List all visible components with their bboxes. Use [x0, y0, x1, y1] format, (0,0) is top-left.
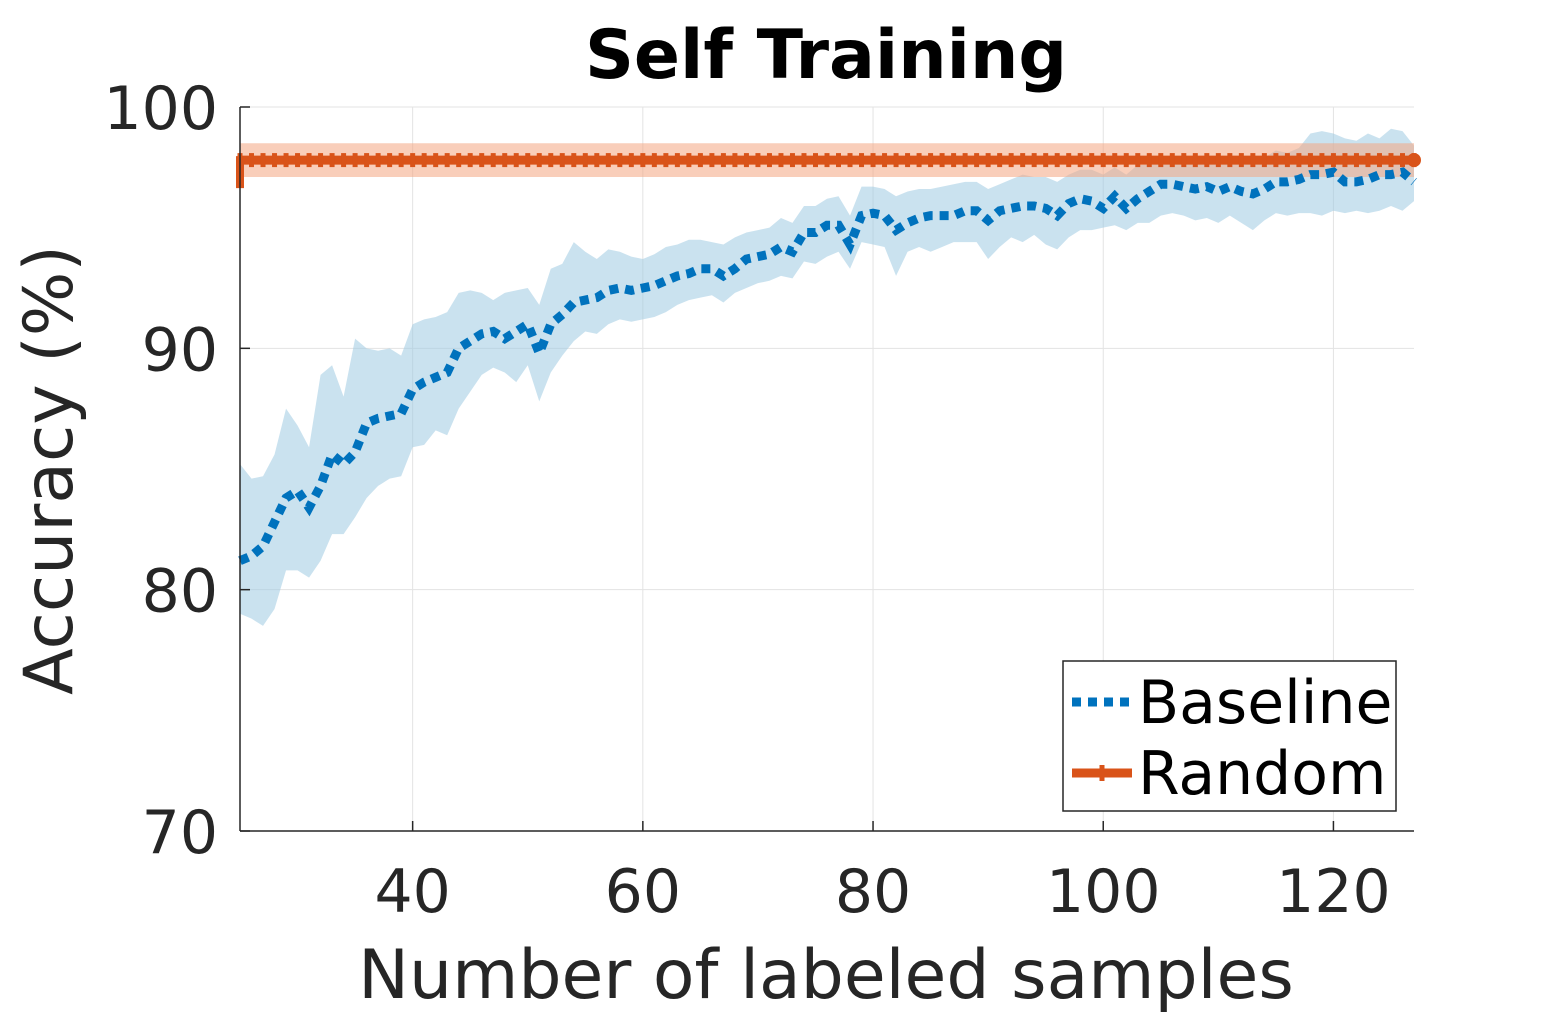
- series-line-baseline: [238, 167, 1417, 565]
- random-end-marker: [1407, 153, 1421, 168]
- x-tick-label: 100: [1046, 857, 1161, 927]
- y-tick-label: 100: [103, 74, 218, 144]
- legend-label-random: Random: [1138, 739, 1386, 809]
- x-tick-label: 120: [1276, 857, 1391, 927]
- x-tick-label: 80: [835, 857, 911, 927]
- x-axis-label: Number of labeled samples: [358, 936, 1294, 1015]
- x-tick-label: 40: [374, 857, 450, 927]
- y-tick-label: 80: [142, 557, 218, 627]
- legend-label-baseline: Baseline: [1138, 668, 1392, 738]
- chart-title: Self Training: [585, 16, 1067, 95]
- tick-labels: 40 60 80 100 120 70 80 90 100: [103, 74, 1390, 927]
- x-tick-label: 60: [605, 857, 681, 927]
- y-axis-label: Accuracy (%): [10, 245, 89, 695]
- legend: Baseline Random: [1062, 660, 1397, 812]
- axes: [239, 106, 1414, 832]
- y-tick-label: 90: [142, 315, 218, 385]
- legend-box: [1062, 660, 1397, 812]
- y-tick-label: 70: [142, 798, 218, 868]
